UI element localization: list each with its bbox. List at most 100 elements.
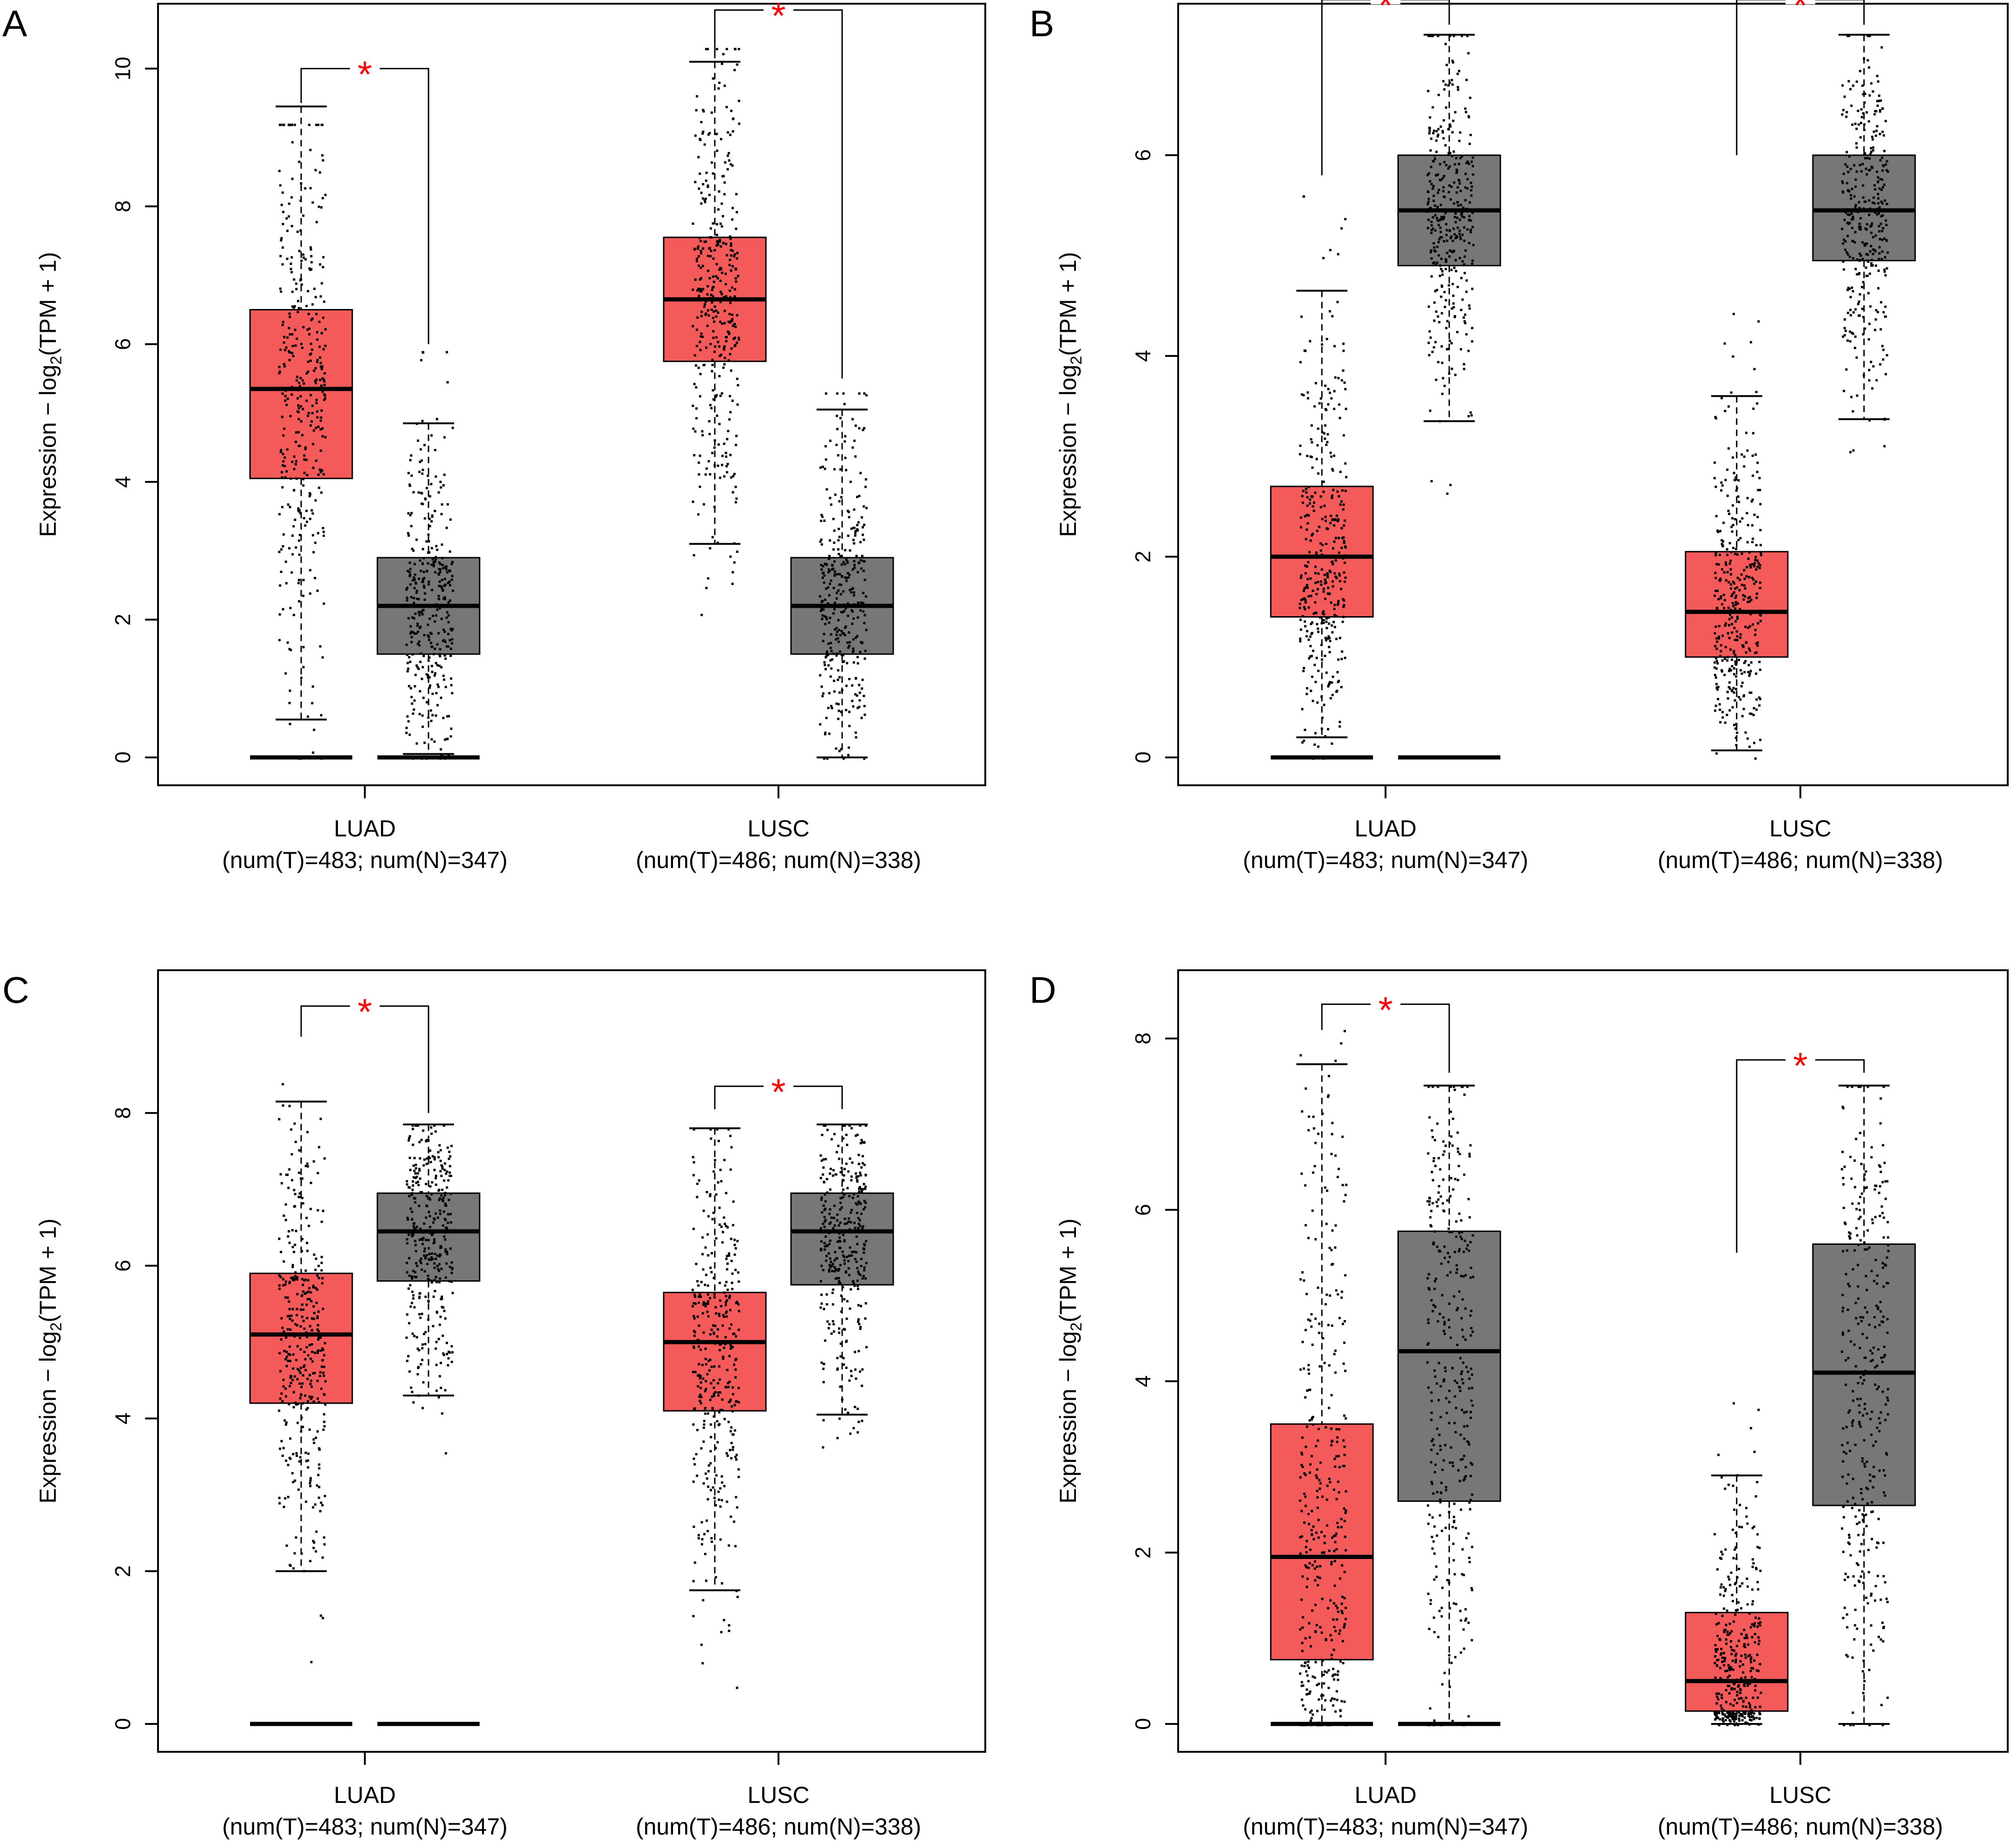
data-point	[291, 345, 294, 348]
data-point	[865, 394, 868, 397]
data-point	[839, 1208, 842, 1211]
data-point	[847, 1411, 850, 1414]
data-point	[1330, 1657, 1333, 1660]
data-point	[420, 570, 422, 572]
data-point	[1313, 1676, 1316, 1679]
data-point	[822, 1368, 825, 1370]
data-point	[1426, 203, 1429, 205]
data-point	[1319, 549, 1322, 552]
data-point	[1331, 467, 1334, 470]
data-point	[838, 535, 841, 538]
data-point	[324, 344, 327, 347]
data-point	[302, 1320, 305, 1322]
data-point	[1330, 601, 1332, 604]
data-point	[696, 95, 699, 98]
data-point	[1448, 1326, 1451, 1328]
data-point	[701, 197, 704, 200]
data-point	[1846, 189, 1849, 192]
data-point	[1753, 742, 1755, 744]
data-point	[836, 630, 838, 633]
data-point	[1452, 61, 1455, 64]
y-axis-label: Expression − log2(TPM + 1)	[35, 252, 65, 537]
data-point	[856, 1133, 859, 1136]
data-point	[706, 48, 709, 51]
data-point	[1739, 633, 1742, 636]
data-point	[1450, 1662, 1453, 1664]
data-point	[861, 1188, 864, 1190]
data-point	[725, 1281, 728, 1283]
data-point	[721, 1481, 724, 1484]
data-point	[1334, 1154, 1337, 1157]
data-point	[857, 1195, 859, 1198]
data-point	[710, 1365, 713, 1368]
data-point	[436, 664, 439, 667]
data-point	[1443, 175, 1445, 178]
data-point	[1723, 342, 1726, 345]
data-point	[1331, 496, 1333, 499]
data-point	[1301, 741, 1304, 744]
data-point	[726, 463, 729, 466]
data-point	[1877, 202, 1879, 205]
data-point	[320, 491, 323, 494]
data-point	[422, 578, 424, 581]
data-point	[713, 350, 716, 353]
data-point	[863, 427, 865, 429]
data-point	[729, 1135, 732, 1138]
data-point	[1726, 691, 1729, 693]
data-point	[858, 1322, 861, 1325]
data-point	[1470, 1267, 1472, 1269]
data-point	[1848, 288, 1851, 290]
data-point	[1318, 1479, 1321, 1481]
data-point	[819, 1227, 822, 1230]
data-point	[1850, 194, 1853, 197]
data-point	[718, 268, 721, 271]
data-point	[289, 1437, 292, 1440]
data-point	[696, 316, 699, 319]
data-point	[1319, 397, 1322, 400]
data-point	[437, 1268, 440, 1270]
data-point	[732, 324, 734, 327]
data-point	[290, 571, 293, 574]
data-point	[699, 395, 701, 398]
data-point	[1729, 613, 1732, 616]
data-point	[723, 296, 725, 298]
data-point	[315, 459, 317, 462]
data-point	[836, 414, 838, 417]
data-point	[409, 583, 412, 586]
data-point	[833, 628, 836, 631]
data-point	[725, 1452, 728, 1455]
data-point	[442, 1200, 445, 1203]
data-point	[1728, 513, 1731, 515]
data-point	[1731, 665, 1734, 668]
data-point	[449, 647, 452, 650]
data-point	[712, 1379, 715, 1381]
data-point	[859, 1174, 862, 1177]
data-point	[1460, 348, 1463, 351]
data-point	[1300, 1464, 1303, 1467]
data-point	[1862, 196, 1865, 199]
data-point	[283, 427, 286, 430]
data-point	[431, 514, 434, 517]
data-point	[726, 330, 729, 333]
data-point	[1468, 242, 1470, 244]
data-point	[839, 1202, 842, 1204]
data-point	[420, 652, 422, 655]
data-point	[1878, 187, 1881, 190]
data-point	[447, 601, 450, 604]
data-point	[698, 1537, 700, 1539]
data-point	[1865, 167, 1867, 170]
data-point	[1470, 229, 1472, 231]
data-point	[440, 486, 442, 489]
data-point	[412, 1269, 415, 1272]
data-point	[1322, 587, 1325, 590]
data-point	[833, 1217, 836, 1219]
data-point	[1330, 1563, 1333, 1565]
data-point	[718, 1498, 720, 1501]
data-point	[423, 1270, 426, 1273]
data-point	[1850, 218, 1853, 221]
data-point	[1320, 1631, 1323, 1634]
data-point	[430, 642, 433, 644]
data-point	[822, 571, 825, 574]
data-point	[435, 692, 438, 695]
data-point	[443, 1235, 446, 1238]
